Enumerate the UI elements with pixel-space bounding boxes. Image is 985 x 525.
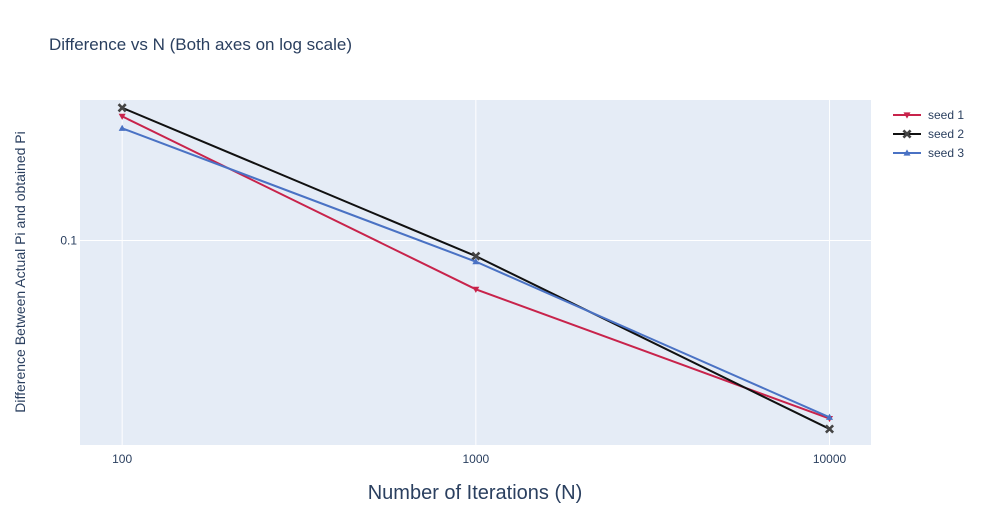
legend-label: seed 3 [928,146,964,160]
x-tick-label: 100 [112,452,132,466]
legend-label: seed 2 [928,127,964,141]
legend-item[interactable]: seed 3 [893,146,964,160]
data-point [118,113,126,120]
legend-marker [902,129,912,139]
legend-marker [903,112,911,119]
series-2 [117,103,835,434]
chart-title: Difference vs N (Both axes on log scale) [49,35,352,54]
x-axis-ticks: 100 1000 10000 [112,452,846,466]
data-point [825,424,835,434]
data-point [472,286,480,293]
data-point [118,124,126,131]
data-point [117,103,127,113]
x-tick-label: 1000 [462,452,489,466]
y-tick-label: 0.1 [60,234,77,248]
legend-item[interactable]: seed 2 [893,127,964,141]
y-axis-ticks: 0.1 [60,234,77,248]
legend-label: seed 1 [928,108,964,122]
legend[interactable]: seed 1 seed 2 seed 3 [893,108,964,160]
legend-marker [903,149,911,156]
x-tick-label: 10000 [813,452,847,466]
legend-item[interactable]: seed 1 [893,108,964,122]
data-point [471,251,481,261]
grid-lines [80,100,871,445]
y-axis-label: Difference Between Actual Pi and obtaine… [12,131,28,412]
data-point [826,413,834,420]
series-3 [118,124,834,420]
data-point [472,258,480,265]
series-layer [117,103,835,434]
x-axis-label: Number of Iterations (N) [368,482,583,504]
